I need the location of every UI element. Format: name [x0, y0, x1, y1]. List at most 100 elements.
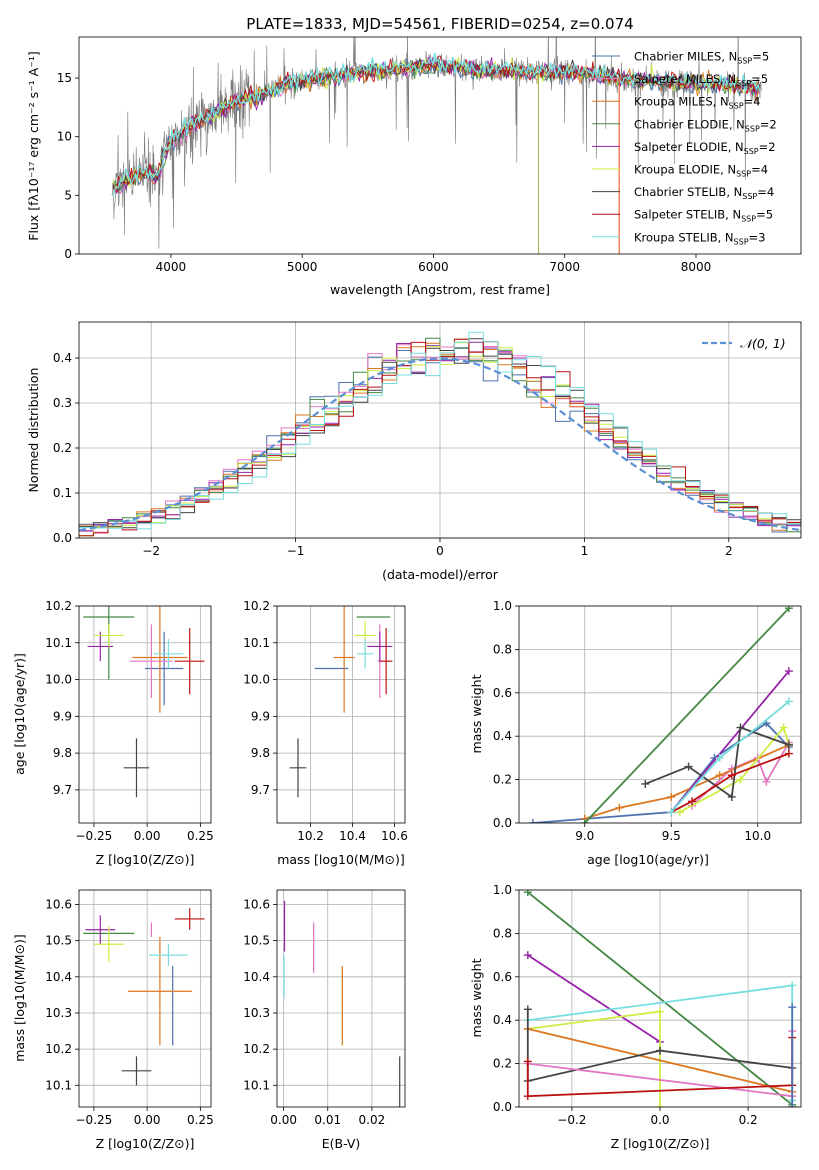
y-tick-label: 10.4 [243, 970, 270, 984]
error-bar-point-salpeter_elodie [367, 631, 393, 662]
y-tick-label: 0.8 [493, 926, 512, 940]
y-tick-label: 10.6 [45, 897, 72, 911]
weight-marker-kroupa_stelib [784, 697, 793, 706]
legend-entry-eq: = [751, 163, 761, 177]
error-bar-point-chabrier_stelib [289, 738, 307, 798]
x-tick-label: 0.2 [739, 1113, 758, 1127]
y-tick-label: 9.7 [251, 783, 270, 797]
legend-entry: Chabrier STELIB, NSSP=4 [634, 185, 774, 201]
axes-frame [78, 889, 212, 1108]
weight-marker-kroupa_stelib [667, 808, 676, 817]
legend-entry: Salpeter ELODIE, NSSP=2 [634, 140, 776, 156]
error-bar-point-kroupa_miles [127, 937, 192, 1046]
weight-marker-salpeter_stelib [523, 1057, 532, 1066]
weight-marker-chabrier_miles [788, 1103, 797, 1107]
x-axis-label: age [log10(age/yr)] [587, 852, 709, 867]
y-axis-label: age [log10(age/yr)] [12, 653, 27, 775]
error-bar-point-kroupa_stelib [356, 639, 374, 669]
legend-entry-sub: SSP [729, 102, 744, 111]
y-tick-label: 10.2 [243, 1042, 270, 1056]
x-axis-label: mass [log10(M/M⊙)] [277, 852, 405, 867]
x-tick-label: 10.0 [744, 829, 771, 843]
legend-entry-name: Salpeter MILES, N [634, 72, 736, 86]
legend-entry-sub: SSP [736, 79, 751, 88]
legend-entry: Salpeter MILES, NSSP=5 [634, 72, 768, 88]
x-axis-label: Z [log10(Z/Z⊙)] [611, 1136, 710, 1151]
y-tick-label: 10.2 [243, 599, 270, 613]
legend-entry-n: 4 [761, 163, 768, 177]
y-tick-label: 10.3 [45, 1006, 72, 1020]
x-axis-label: (data-model)/error [382, 567, 499, 582]
y-axis-label: mass weight [469, 674, 484, 753]
legend-entry-name: Kroupa STELIB, N [634, 230, 734, 244]
weight-marker-kroupa_elodie [656, 1103, 664, 1107]
weight-marker-salpeter_stelib [727, 771, 736, 780]
spectrum-data [111, 37, 762, 254]
y-axis-label: Normed distribution [26, 368, 41, 493]
legend-entry-sub: SSP [741, 215, 756, 224]
x-tick-label: 0.00 [270, 1113, 297, 1127]
x-tick-label: −1 [287, 544, 305, 558]
y-tick-label: 0.2 [493, 1057, 512, 1071]
error-bar-point-kroupa_elodie [93, 624, 124, 647]
weight-line-salpeter_elodie [527, 954, 661, 1043]
x-tick-label: 6000 [418, 260, 449, 274]
weight-marker-chabrier_miles [528, 819, 537, 823]
error-bar-point-chabrier_stelib [121, 1056, 152, 1086]
legend-entry: Salpeter STELIB, NSSP=5 [634, 208, 773, 224]
error-bars [289, 606, 393, 798]
y-tick-label: 0.4 [53, 351, 72, 365]
weight-line-kroupa_elodie [679, 725, 790, 813]
weight-marker-chabrier_stelib [523, 1005, 532, 1014]
y-tick-label: 10 [57, 130, 72, 144]
error-bar-point-salpeter_stelib [379, 628, 393, 695]
weight_vs_age-panel: 9.0 9.5 10.0 0.0 0.2 0.4 0.6 0.8 1.0 age [log10(a… [469, 599, 802, 867]
legend-entry: Chabrier MILES, NSSP=5 [634, 50, 769, 66]
chart-title: PLATE=1833, MJD=54561, FIBERID=0254, z=0… [246, 15, 633, 33]
weight-marker-kroupa_stelib [788, 981, 797, 990]
x-tick-label: 0.0 [650, 1113, 669, 1127]
axes-frame [276, 605, 406, 824]
weight-marker-kroupa_stelib [715, 753, 724, 762]
x-tick-label: 0.25 [187, 1113, 214, 1127]
y-tick-label: 10.1 [243, 636, 270, 650]
error-bar-point-kroupa_miles [132, 606, 188, 713]
axes-frame [276, 889, 406, 1108]
y-axis-label: mass [log10(M/M⊙)] [12, 934, 27, 1062]
error-bar-point-kroupa_stelib [149, 944, 188, 966]
weight-line-chabrier_elodie [527, 891, 793, 1106]
x-tick-label: 1 [581, 544, 589, 558]
x-tick-label: 0 [436, 544, 444, 558]
axes-frame [78, 36, 802, 255]
weight-marker-salpeter_elodie [523, 951, 532, 960]
histograms [79, 331, 801, 537]
x-tick-label: 0.00 [134, 829, 161, 843]
y-tick-label: 0.8 [493, 642, 512, 656]
y-tick-label: 15 [57, 71, 72, 85]
legend-entry-n: 4 [767, 185, 774, 199]
y-tick-label: 10.4 [45, 970, 72, 984]
legend-entry-eq: = [759, 140, 769, 154]
x-axis-label: wavelength [Angstrom, rest frame] [330, 282, 550, 297]
x-tick-label: 9.5 [662, 829, 681, 843]
x-tick-label: 2 [725, 544, 733, 558]
weight-marker-chabrier_miles [788, 1003, 797, 1012]
weight-line-kroupa_miles [527, 1028, 793, 1093]
residuals-panel: −2 −1 0 1 2 0.0 0.1 0.2 0.3 0.4 (data-model)/error… [26, 321, 802, 582]
age_vs_Z-panel: −0.25 0.00 0.25 9.7 9.8 9.9 10.0 10.1 10.2 Z [log… [12, 599, 214, 867]
weight-marker-kroupa_miles [715, 771, 724, 780]
weight-marker-chabrier_elodie [580, 819, 589, 823]
legend-entry-name: Chabrier ELODIE, N [634, 117, 745, 131]
y-tick-label: 10.5 [45, 934, 72, 948]
legend-entry-sub: SSP [745, 124, 760, 133]
mass_vs_ebv-panel: 0.00 0.01 0.02 10.1 10.2 10.3 10.4 10.5 10.6 E(B-… [243, 889, 406, 1151]
axes-frame [78, 605, 212, 824]
legend-entry-name: Chabrier STELIB, N [634, 185, 742, 199]
x-tick-label: 7000 [549, 260, 580, 274]
error-bar-point-salpeter_elodie [85, 915, 116, 945]
weight-marker-kroupa_miles [667, 792, 676, 801]
legend-entry-eq: = [756, 208, 766, 222]
legend-entry-eq: = [757, 185, 767, 199]
weight-marker-chabrier_elodie [784, 606, 793, 613]
x-tick-label: 10.2 [297, 829, 324, 843]
